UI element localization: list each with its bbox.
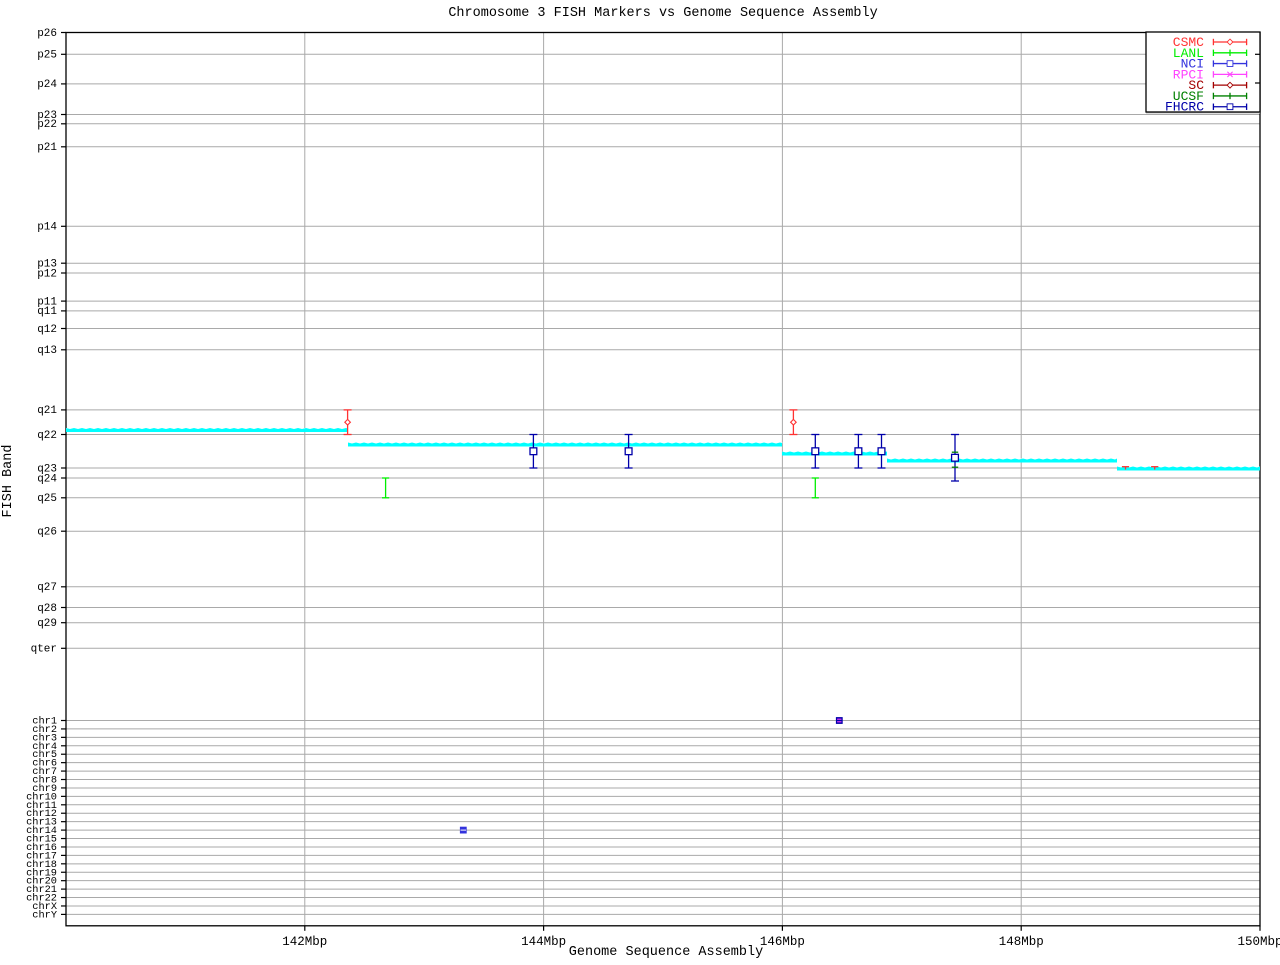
svg-text:p24: p24 <box>37 79 57 91</box>
svg-text:q22: q22 <box>37 430 57 442</box>
svg-text:q29: q29 <box>37 618 57 630</box>
svg-text:144Mbp: 144Mbp <box>521 935 566 949</box>
svg-text:Chromosome 3 FISH Markers vs G: Chromosome 3 FISH Markers vs Genome Sequ… <box>448 6 877 21</box>
svg-text:p12: p12 <box>37 268 57 280</box>
svg-text:FISH Band: FISH Band <box>1 445 16 518</box>
svg-text:146Mbp: 146Mbp <box>760 935 805 949</box>
svg-text:p22: p22 <box>37 119 57 131</box>
svg-text:q28: q28 <box>37 603 57 615</box>
svg-text:p14: p14 <box>37 222 57 234</box>
svg-text:q11: q11 <box>37 306 57 318</box>
svg-text:chrY: chrY <box>32 909 57 921</box>
svg-text:Genome Sequence Assembly: Genome Sequence Assembly <box>569 945 763 960</box>
svg-text:p26: p26 <box>37 28 57 40</box>
svg-text:FHCRC: FHCRC <box>1165 100 1204 115</box>
svg-text:150Mbp: 150Mbp <box>1237 935 1280 949</box>
svg-text:q12: q12 <box>37 324 57 336</box>
svg-text:q26: q26 <box>37 527 57 539</box>
svg-text:142Mbp: 142Mbp <box>282 935 327 949</box>
svg-text:p21: p21 <box>37 142 57 154</box>
svg-text:qter: qter <box>31 644 57 656</box>
svg-text:q21: q21 <box>37 405 57 417</box>
svg-text:q13: q13 <box>37 345 57 357</box>
svg-text:q25: q25 <box>37 493 57 505</box>
svg-text:q24: q24 <box>37 473 57 485</box>
svg-text:q27: q27 <box>37 582 57 594</box>
svg-text:148Mbp: 148Mbp <box>999 935 1044 949</box>
svg-text:p25: p25 <box>37 50 57 62</box>
